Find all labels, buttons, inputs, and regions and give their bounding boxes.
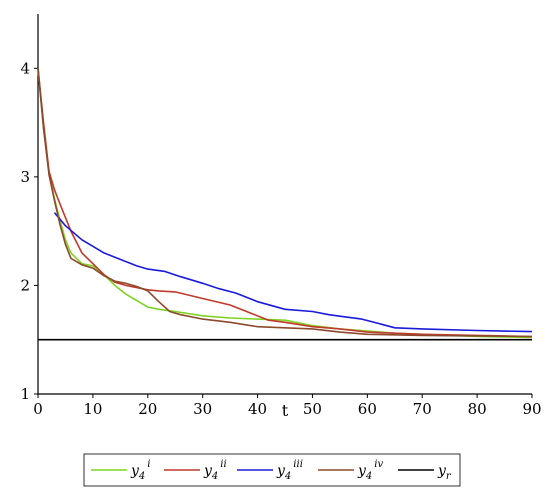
plot-lines bbox=[37, 68, 533, 341]
x-axis-title: t bbox=[282, 401, 289, 420]
y-tick-label-1: 1 bbox=[20, 385, 30, 403]
x-tick-label-40: 40 bbox=[248, 400, 267, 418]
legend: y4i y4ii y4iii y4iv yr bbox=[83, 453, 461, 487]
y-tick-label-4: 4 bbox=[20, 59, 30, 77]
axes: 0 10 20 30 40 50 60 70 80 90 1 2 3 4 bbox=[20, 14, 542, 418]
y-tick-label-3: 3 bbox=[20, 168, 30, 186]
x-tick-label-20: 20 bbox=[138, 400, 157, 418]
legend-label-iii: y4iii bbox=[276, 459, 303, 482]
legend-label-iv: y4iv bbox=[357, 459, 383, 482]
x-tick-label-10: 10 bbox=[83, 400, 102, 418]
x-tick-label-30: 30 bbox=[193, 400, 212, 418]
legend-label-i: y4i bbox=[130, 459, 151, 482]
series-line-iv bbox=[37, 68, 533, 338]
x-tick-label-0: 0 bbox=[33, 400, 43, 418]
x-tick-label-70: 70 bbox=[413, 400, 432, 418]
x-tick-label-80: 80 bbox=[468, 400, 487, 418]
series-line-ii bbox=[37, 68, 533, 338]
x-tick-label-50: 50 bbox=[303, 400, 322, 418]
legend-label-r: yr bbox=[437, 463, 452, 482]
x-tick-label-60: 60 bbox=[358, 400, 377, 418]
legend-label-ii: y4ii bbox=[203, 459, 227, 482]
series-line-iii bbox=[53, 212, 533, 333]
x-tick-label-90: 90 bbox=[522, 400, 541, 418]
y-tick-label-2: 2 bbox=[20, 276, 30, 294]
series-line-i bbox=[37, 68, 533, 339]
